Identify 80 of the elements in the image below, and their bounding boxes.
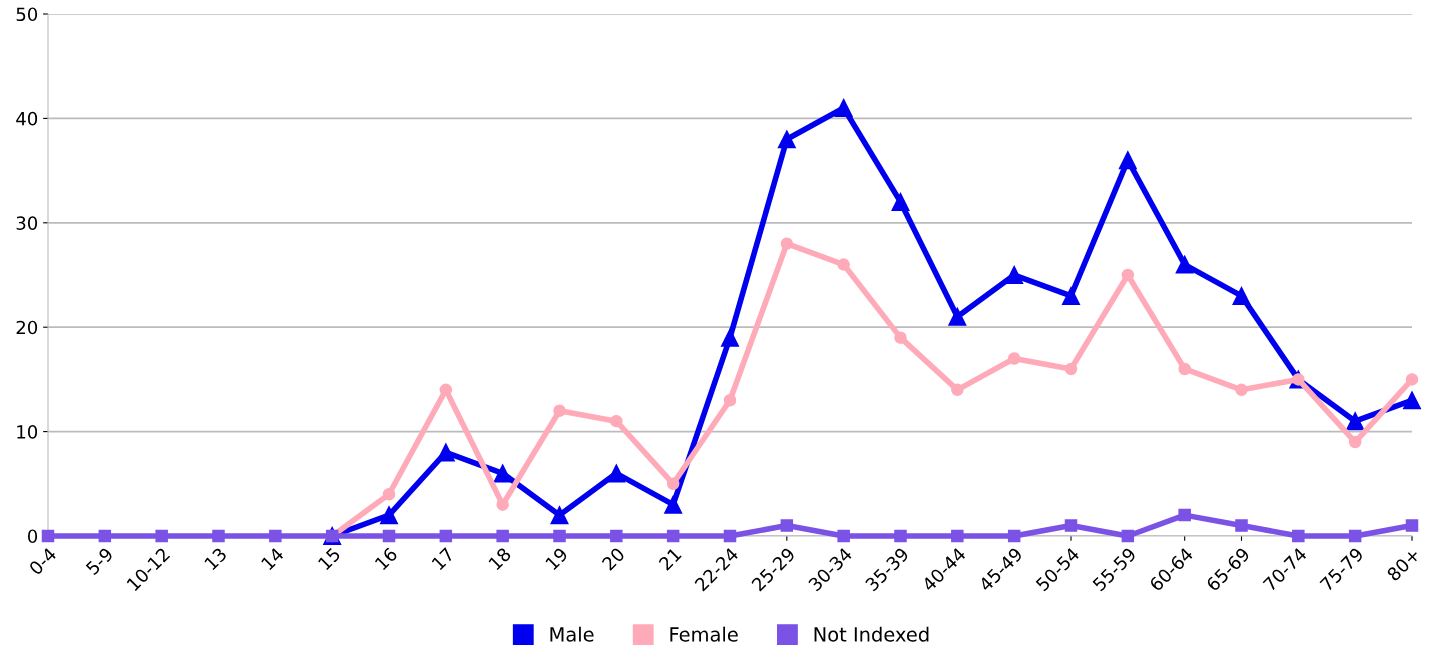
point xyxy=(41,529,55,543)
point xyxy=(1235,519,1248,532)
point xyxy=(553,404,566,417)
y-tick-label: 50 xyxy=(16,7,38,22)
point xyxy=(1348,529,1362,543)
point xyxy=(894,529,907,543)
point xyxy=(777,130,796,149)
point xyxy=(496,498,509,511)
point xyxy=(1118,151,1137,170)
x-tick-label: 14 xyxy=(260,546,285,571)
x-tick-label: 21 xyxy=(658,547,682,571)
point xyxy=(891,192,910,211)
point xyxy=(436,443,455,462)
point xyxy=(720,328,740,347)
y-tick-label: 0 xyxy=(27,529,38,544)
point xyxy=(948,307,967,326)
point xyxy=(780,237,794,250)
point xyxy=(1348,435,1362,449)
point xyxy=(212,529,225,543)
point xyxy=(1405,519,1419,532)
legend-label: Female xyxy=(670,626,738,642)
point xyxy=(723,394,737,407)
x-tick-label: 17 xyxy=(431,547,455,571)
point xyxy=(1178,362,1191,376)
point xyxy=(610,529,623,543)
y-tick-label: 20 xyxy=(16,320,38,335)
point xyxy=(379,506,399,525)
point xyxy=(837,529,850,543)
point xyxy=(666,529,680,543)
point xyxy=(1346,412,1365,431)
point xyxy=(1007,352,1021,365)
point xyxy=(951,529,964,543)
x-tick-label: 19 xyxy=(544,546,569,571)
point xyxy=(382,529,396,543)
point xyxy=(382,487,396,501)
point xyxy=(1064,362,1078,376)
point xyxy=(439,529,453,543)
point xyxy=(894,331,907,344)
point xyxy=(1292,529,1305,543)
point xyxy=(837,258,850,271)
point xyxy=(951,383,964,397)
point xyxy=(1005,265,1024,285)
x-tick-label: 5-9 xyxy=(85,546,114,576)
point xyxy=(780,519,794,532)
y-tick-label: 40 xyxy=(16,111,38,126)
x-tick-label: 13 xyxy=(203,546,228,571)
x-tick-label: 80+ xyxy=(1386,547,1421,582)
point xyxy=(834,98,853,117)
point xyxy=(1178,508,1191,522)
point xyxy=(1235,383,1248,397)
point xyxy=(269,529,282,543)
x-tick-label: 16 xyxy=(374,546,399,571)
point xyxy=(493,464,512,483)
point xyxy=(155,529,168,543)
point xyxy=(1061,286,1081,305)
point xyxy=(607,464,626,483)
x-tick-label: 15 xyxy=(317,547,341,571)
point xyxy=(1402,391,1422,410)
point xyxy=(553,529,566,543)
x-tick-label: 18 xyxy=(488,546,512,571)
point xyxy=(550,506,569,525)
point xyxy=(664,495,683,514)
point xyxy=(610,414,623,428)
x-tick-label: 20 xyxy=(601,546,626,571)
point xyxy=(1232,286,1251,305)
point xyxy=(1405,373,1419,386)
legend-label: Not Indexed xyxy=(814,626,929,642)
point xyxy=(1175,255,1194,274)
y-tick-label: 10 xyxy=(17,425,38,439)
point xyxy=(1121,529,1135,543)
legend-label: Male xyxy=(550,626,594,642)
point xyxy=(98,529,112,543)
point xyxy=(723,529,737,543)
x-tick-label: 0-4 xyxy=(28,546,58,576)
point xyxy=(666,477,680,491)
point xyxy=(496,529,509,543)
point xyxy=(1064,519,1078,532)
point xyxy=(1007,529,1021,543)
y-tick-label: 30 xyxy=(16,216,38,230)
point xyxy=(1121,268,1135,282)
